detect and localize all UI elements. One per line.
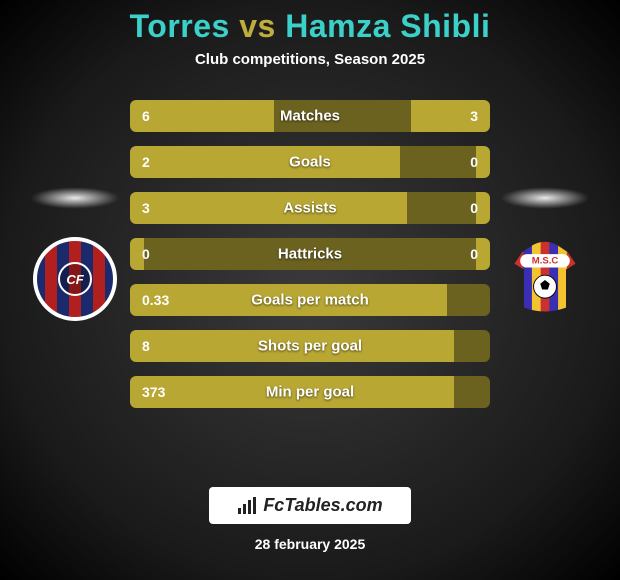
stat-bar-label: Matches [280, 108, 340, 125]
right-player-col: M.S.C [490, 187, 600, 321]
brand-chart-icon [237, 497, 257, 515]
stat-bar-label: Goals [289, 154, 331, 171]
shadow-ellipse-left [30, 187, 120, 209]
date-text: 28 february 2025 [255, 536, 366, 552]
stat-bar-left-value: 2 [142, 154, 150, 170]
club-badge-left: CF [33, 237, 117, 321]
stat-bar-left-value: 0 [142, 246, 150, 262]
stat-bar-left-fill [130, 100, 274, 132]
stat-bar-right-value: 0 [470, 200, 478, 216]
stat-bar-left-fill [130, 146, 400, 178]
stat-bar-label: Hattricks [278, 246, 342, 263]
stat-bar-label: Assists [283, 200, 336, 217]
brand-text: FcTables.com [263, 495, 382, 516]
page-title: Torres vs Hamza Shibli [0, 0, 620, 45]
svg-text:M.S.C: M.S.C [532, 256, 559, 267]
club-badge-right: M.S.C [503, 237, 587, 321]
left-player-col: CF [20, 187, 130, 321]
stat-bar-left-fill [130, 192, 407, 224]
stat-bar-right-value: 0 [470, 154, 478, 170]
comparison-bars: Matches63Goals20Assists30Hattricks00Goal… [130, 100, 490, 408]
stat-bar: Hattricks 0 0 [130, 238, 490, 270]
stat-bar: Matches 6 3 [130, 100, 490, 132]
stat-bar-label: Shots per goal [258, 338, 362, 355]
stat-bar: Assists 3 0 [130, 192, 490, 224]
stat-bar-left-value: 373 [142, 384, 165, 400]
stat-bar-label: Goals per match [251, 292, 369, 309]
stat-bar: Goals 2 0 [130, 146, 490, 178]
stat-bar-right-value: 3 [470, 108, 478, 124]
stat-bar-left-value: 0.33 [142, 292, 169, 308]
shadow-ellipse-right [500, 187, 590, 209]
subtitle: Club competitions, Season 2025 [0, 51, 620, 68]
stat-bar-left-value: 8 [142, 338, 150, 354]
stat-bar-right-value: 0 [470, 246, 478, 262]
stat-bar: Shots per goal 8 [130, 330, 490, 362]
svg-text:CF: CF [66, 272, 84, 287]
stat-bar-left-value: 3 [142, 200, 150, 216]
stat-bar-left-value: 6 [142, 108, 150, 124]
brand-box: FcTables.com [209, 487, 410, 524]
stat-bar: Goals per match 0.33 [130, 284, 490, 316]
stat-bar-label: Min per goal [266, 384, 354, 401]
stat-bar: Min per goal 373 [130, 376, 490, 408]
